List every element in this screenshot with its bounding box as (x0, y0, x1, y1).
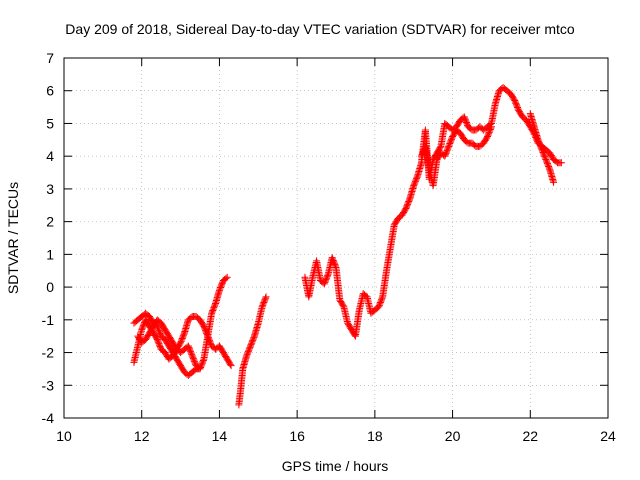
data-point-4-97 (339, 301, 347, 309)
data-point-0-108 (211, 301, 219, 309)
y-tick-label: 5 (46, 115, 54, 131)
data-point-2-71 (195, 364, 203, 372)
x-tick-label: 14 (212, 428, 228, 444)
y-tick-label: 7 (46, 50, 54, 66)
x-axis-title: GPS time / hours (282, 458, 389, 474)
data-point-1-76 (180, 330, 188, 338)
data-point-4-473 (557, 159, 565, 167)
data-point-3-44 (250, 334, 258, 342)
data-point-4-169 (378, 294, 386, 302)
y-tick-label: 1 (46, 246, 54, 262)
chart-title: Day 209 of 2018, Sidereal Day-to-day VTE… (65, 21, 575, 37)
y-tick-label: -4 (42, 410, 55, 426)
data-point-3-71 (262, 293, 270, 301)
x-tick-label: 22 (522, 428, 538, 444)
x-tick-label: 10 (56, 428, 72, 444)
x-tick-label: 24 (600, 428, 616, 444)
data-point-0-128 (223, 273, 231, 281)
data-point-4-72 (331, 262, 339, 270)
series-6 (417, 123, 495, 190)
y-tick-label: 0 (46, 279, 54, 295)
y-tick-label: -1 (42, 312, 55, 328)
series-3 (134, 316, 204, 373)
y-tick-label: -2 (42, 345, 55, 361)
data-point-5-108 (487, 124, 495, 132)
y-tick-label: 3 (46, 181, 54, 197)
data-point-0-73 (199, 356, 207, 364)
x-axis-ticks: 10 12 14 16 18 20 22 24 (56, 58, 616, 444)
y-tick-label: 2 (46, 214, 54, 230)
series-2 (130, 313, 235, 370)
x-tick-label: 12 (134, 428, 150, 444)
data-point-2-72 (196, 365, 204, 373)
data-point-4-55 (324, 271, 332, 279)
data-point-4-249 (413, 173, 421, 181)
data-point-1-135 (227, 362, 235, 370)
y-tick-label: 6 (46, 83, 54, 99)
data-point-6-38 (545, 164, 553, 172)
data-point-6-48 (550, 178, 558, 186)
plot-frame (63, 57, 609, 419)
series-4 (235, 293, 270, 409)
x-tick-label: 18 (367, 428, 383, 444)
x-tick-label: 16 (289, 428, 305, 444)
data-point-0-127 (222, 274, 230, 282)
y-axis-title: SDTVAR / TECUs (5, 182, 21, 294)
data-point-5-109 (487, 123, 495, 131)
data-points (130, 83, 565, 409)
data-point-1-134 (226, 360, 234, 368)
y-tick-label: -3 (42, 377, 55, 393)
data-point-4-329 (436, 144, 444, 152)
data-point-4-233 (405, 196, 413, 204)
data-point-3-70 (262, 294, 270, 302)
y-tick-label: 4 (46, 148, 54, 164)
series-7 (526, 110, 558, 186)
x-tick-label: 20 (445, 428, 461, 444)
